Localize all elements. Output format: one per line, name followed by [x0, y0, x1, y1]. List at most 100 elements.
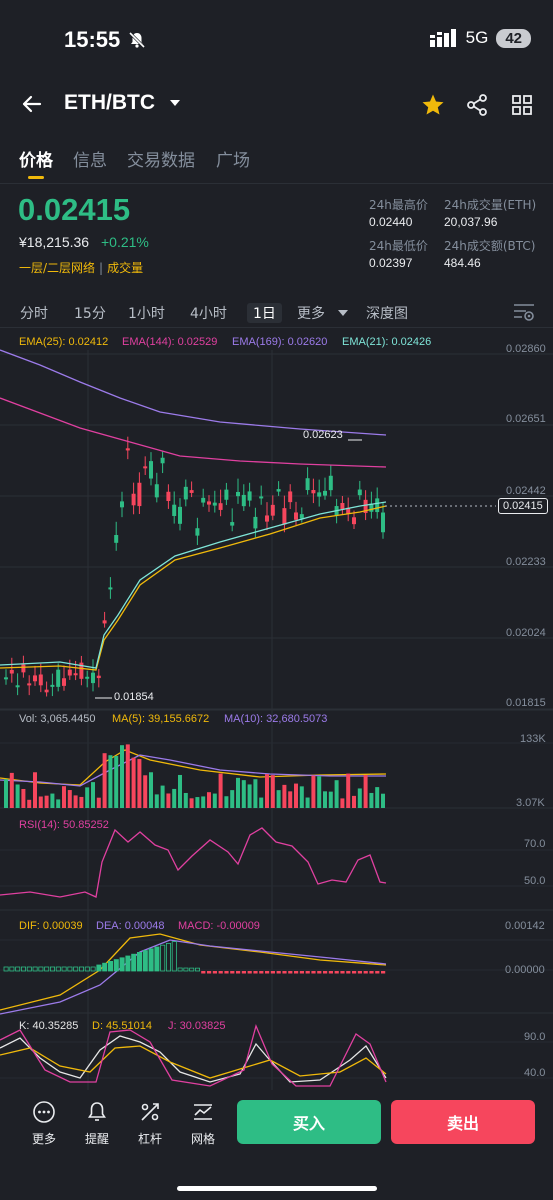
sell-button[interactable]: 卖出	[391, 1100, 535, 1144]
leverage-button[interactable]: 杠杆	[130, 1100, 170, 1147]
more-caret-icon[interactable]	[338, 310, 348, 317]
interval-time[interactable]: 分时	[20, 306, 48, 322]
low-annotation: 0.01854	[114, 691, 154, 703]
candle-body	[253, 516, 258, 529]
interval-1d[interactable]: 1日	[247, 303, 282, 323]
ema25-line	[0, 505, 387, 671]
candle-body	[224, 489, 229, 500]
volume-bar	[44, 795, 49, 808]
buy-button[interactable]: 买入	[237, 1100, 381, 1144]
macd-bar	[171, 941, 177, 972]
macd-bar	[154, 946, 160, 972]
macd-bar	[253, 971, 258, 974]
low-label: 24h最低价	[369, 239, 428, 253]
more-button[interactable]: 更多	[24, 1100, 64, 1147]
share-icon[interactable]	[465, 93, 489, 117]
volume-bar	[230, 790, 235, 808]
tag-volume[interactable]: 成交量	[107, 261, 144, 275]
tab-price[interactable]: 价格	[19, 151, 53, 171]
macd-bar	[247, 971, 252, 974]
last-price: 0.02415	[18, 192, 131, 227]
grid-button[interactable]: 网格	[183, 1100, 223, 1147]
macd-bar	[334, 971, 339, 974]
tab-square[interactable]: 广场	[216, 151, 250, 171]
volume-bar	[172, 788, 177, 808]
candle-body	[166, 491, 171, 501]
candle-body	[363, 499, 368, 513]
volume-group	[4, 744, 385, 808]
mute-bell-icon	[128, 31, 146, 49]
grid-menu-icon[interactable]	[510, 93, 534, 117]
alert-label: 提醒	[84, 1132, 109, 1146]
candle-body	[259, 496, 264, 499]
pair-title[interactable]: ETH/BTC	[64, 91, 155, 114]
tab-info[interactable]: 信息	[73, 151, 107, 171]
candle-body	[369, 503, 374, 512]
candle-body	[381, 512, 385, 533]
chart-settings-icon[interactable]	[512, 302, 536, 322]
tag-layer-network[interactable]: 一层/二层网络	[19, 261, 96, 275]
macd-bar	[15, 966, 21, 972]
macd-bar	[44, 966, 50, 972]
macd-bar	[113, 959, 119, 972]
volume-bar	[328, 791, 333, 808]
volume-bar	[79, 796, 84, 808]
tab-trading-data[interactable]: 交易数据	[127, 151, 195, 171]
interval-15m[interactable]: 15分	[74, 306, 106, 322]
volume-bar	[346, 773, 351, 808]
volume-axis-label: 3.07K	[516, 797, 545, 809]
rsi-legend: RSI(14): 50.85252	[19, 819, 109, 831]
macd-bar	[265, 971, 270, 974]
macd-bar	[224, 971, 229, 974]
macd-bar	[142, 950, 148, 972]
candle-body	[340, 502, 345, 510]
volume-bar	[62, 786, 66, 808]
interval-depth[interactable]: 深度图	[366, 306, 408, 322]
volume-bar	[67, 790, 72, 808]
tag-separator: |	[99, 261, 104, 275]
candle-body	[102, 620, 107, 624]
candle-body	[73, 673, 78, 676]
kdj-j-legend: J: 30.03825	[168, 1020, 226, 1032]
volume-bar	[33, 772, 37, 808]
volume-bar	[178, 774, 182, 808]
macd-bar	[102, 962, 108, 972]
candle-body	[189, 490, 194, 493]
macd-bar	[194, 967, 200, 972]
star-icon[interactable]	[421, 93, 445, 117]
candle-body	[288, 491, 293, 503]
volume-bar	[4, 779, 8, 808]
volume-legend: Vol: 3,065.4450	[19, 713, 96, 725]
macd-bar	[299, 971, 304, 974]
interval-1h[interactable]: 1小时	[128, 306, 165, 322]
macd-value-legend: MACD: -0.00009	[178, 920, 260, 932]
kline-chart-svg[interactable]	[0, 330, 553, 1090]
macd-bar	[61, 966, 67, 972]
volume-bar	[311, 775, 316, 808]
alert-button[interactable]: 提醒	[77, 1100, 117, 1147]
volume-bar	[363, 775, 368, 808]
bell-icon	[88, 1102, 106, 1121]
macd-bar	[3, 966, 9, 972]
macd-bar	[230, 971, 235, 974]
candle-body	[15, 685, 20, 688]
volume-bar	[334, 780, 339, 808]
candle-body	[282, 508, 287, 525]
candle-body	[4, 677, 8, 680]
caret-down-icon[interactable]	[169, 99, 181, 107]
candle-body	[131, 493, 136, 506]
kline-chart-area[interactable]: EMA(25): 0.02412 EMA(144): 0.02529 EMA(1…	[0, 330, 553, 1090]
interval-more[interactable]: 更多	[297, 306, 325, 322]
volume-bar	[375, 787, 380, 808]
macd-bar	[218, 971, 223, 974]
price-axis-label: 0.01815	[506, 697, 546, 709]
price-summary: 0.02415 ¥18,215.36 +0.21% 一层/二层网络 | 成交量 24…	[0, 186, 553, 286]
volume-bar	[154, 794, 159, 808]
interval-4h[interactable]: 4小时	[190, 306, 227, 322]
grid-label: 网格	[190, 1132, 215, 1146]
low-value: 0.02397	[369, 256, 413, 270]
volume-bar	[9, 772, 14, 808]
back-arrow-icon[interactable]	[20, 92, 44, 116]
volume-bar	[236, 777, 240, 808]
macd-bar	[241, 971, 246, 974]
